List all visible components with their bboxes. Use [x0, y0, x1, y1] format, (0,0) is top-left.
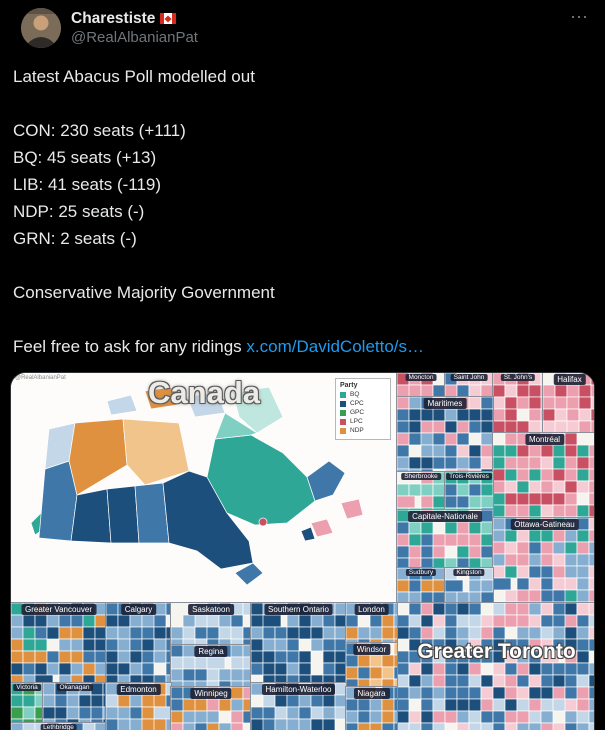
external-link[interactable]: x.com/DavidColetto/s… — [246, 337, 425, 356]
seat-projections: CON: 230 seats (+111) BQ: 45 seats (+13)… — [13, 117, 592, 252]
map-panel-halifax: Halifax — [542, 373, 594, 434]
legend-label: GPC — [350, 409, 365, 416]
map-panel-sherbrooke: Sherbrooke — [396, 471, 446, 511]
map-panel-label: Niagara — [353, 688, 390, 699]
legend-row-bq: BQ — [340, 391, 386, 398]
map-panel-hamilton-waterloo: Hamilton-Waterloo — [250, 682, 347, 730]
author-names: Charestiste @RealAlbanianPat — [71, 8, 198, 48]
map-panel-label: Saint John — [450, 374, 488, 381]
map-panel-label: Windsor — [352, 644, 391, 655]
map-panel-label: Victoria — [13, 684, 41, 691]
tweet-header: Charestiste @RealAlbanianPat ⋯ — [0, 0, 605, 48]
map-panel-label: Regina — [194, 646, 228, 657]
map-panel-saskatoon: Saskatoon — [170, 602, 252, 646]
map-panel-southern-ontario: Southern Ontario — [250, 602, 347, 684]
map-panel-lethbridge: Lethbridge — [11, 722, 107, 730]
map-panel-label: Okanagan — [56, 684, 93, 691]
map-panel-kingston: Kingston — [444, 567, 494, 604]
map-panel-label: Sudbury — [405, 569, 437, 576]
map-panel-montreal: Montréal — [492, 432, 594, 519]
legend-label: BQ — [350, 391, 360, 398]
map-panel-trois-rivieres: Trois-Rivières — [444, 471, 494, 511]
outro-text: Feel free to ask for any ridings — [13, 337, 242, 356]
legend-row-lpc: LPC — [340, 418, 386, 425]
attached-map-image[interactable]: @RealAlbanianPat Canada Party BQ CPC GPC — [10, 372, 595, 730]
map-panel-moncton: Moncton — [396, 373, 446, 398]
map-legend: Party BQ CPC GPC LPC — [335, 378, 391, 440]
post-outro: Feel free to ask for any ridings x.com/D… — [13, 333, 592, 360]
map-panel-st-johns: St. John's — [492, 373, 544, 434]
seat-line-grn: GRN: 2 seats (-) — [13, 229, 137, 248]
bq-swatch — [340, 391, 346, 398]
map-panel-london: London — [345, 602, 398, 644]
map-panel-label: Lethbridge — [40, 724, 77, 730]
map-panel-regina: Regina — [170, 644, 252, 688]
user-handle[interactable]: @RealAlbanianPat — [71, 29, 198, 46]
seat-line-ndp: NDP: 25 seats (-) — [13, 202, 145, 221]
map-panel-label: Kingston — [453, 569, 485, 576]
map-panel-canada: @RealAlbanianPat Canada Party BQ CPC GPC — [11, 373, 398, 604]
post-summary: Conservative Majority Government — [13, 283, 275, 302]
seat-line-bq: BQ: 45 seats (+13) — [13, 148, 157, 167]
map-panel-label: Southern Ontario — [264, 604, 333, 615]
map-panel-label: Hamilton-Waterloo — [261, 684, 336, 695]
post-intro: Latest Abacus Poll modelled out — [13, 67, 255, 86]
map-panel-label: Calgary — [120, 604, 157, 615]
more-options-button[interactable]: ⋯ — [570, 7, 589, 27]
avatar-image — [21, 8, 61, 48]
map-panel-greater-vancouver: Greater Vancouver — [11, 602, 107, 684]
map-title-canada: Canada — [148, 375, 260, 410]
map-panel-label: Trois-Rivières — [446, 473, 492, 480]
map-panel-label: Halifax — [553, 374, 586, 385]
map-panel-okanagan: Okanagan — [42, 682, 107, 724]
legend-label: LPC — [350, 418, 363, 425]
legend-title: Party — [340, 382, 358, 389]
map-panel-ottawa-gatineau: Ottawa-Gatineau — [492, 517, 594, 604]
map-panel-windsor: Windsor — [345, 642, 398, 688]
display-name[interactable]: Charestiste — [71, 10, 156, 27]
legend-row-gpc: GPC — [340, 409, 386, 416]
canada-flag-icon — [160, 13, 177, 24]
avatar[interactable] — [21, 8, 61, 48]
ndp-swatch — [340, 427, 346, 434]
map-panel-calgary: Calgary — [105, 602, 172, 684]
map-panel-edmonton: Edmonton — [105, 682, 172, 730]
map-panel-label: Edmonton — [116, 684, 161, 695]
map-credit: @RealAlbanianPat — [15, 375, 66, 381]
legend-label: CPC — [350, 400, 364, 407]
map-panel-niagara: Niagara — [345, 686, 398, 730]
map-panel-maritimes: Maritimes — [396, 396, 494, 473]
legend-row-ndp: NDP — [340, 427, 386, 434]
map-panel-greater-toronto: Greater Toronto — [396, 602, 594, 730]
map-panel-saint-john: Saint John — [444, 373, 494, 398]
map-panel-label: Maritimes — [423, 398, 467, 409]
map-panel-label: Montréal — [524, 434, 565, 445]
legend-row-cpc: CPC — [340, 400, 386, 407]
map-panel-capitale-nationale: Capitale-Nationale — [396, 509, 494, 569]
map-panel-label: Sherbrooke — [401, 473, 441, 480]
seat-line-con: CON: 230 seats (+111) — [13, 121, 186, 140]
map-panel-label: Ottawa-Gatineau — [510, 519, 579, 530]
lpc-swatch — [340, 418, 346, 425]
map-panel-label: Greater Vancouver — [21, 604, 96, 615]
map-panel-label: Moncton — [405, 374, 437, 381]
map-panel-label: Saskatoon — [188, 604, 234, 615]
cpc-swatch — [340, 400, 346, 407]
map-panel-sudbury: Sudbury — [396, 567, 446, 604]
map-panel-label: Capitale-Nationale — [408, 511, 482, 522]
legend-label: NDP — [350, 427, 364, 434]
map-panel-victoria: Victoria — [11, 682, 44, 724]
canada-map-graphic — [11, 373, 397, 603]
map-panel-label: London — [354, 604, 389, 615]
map-title-greater-toronto: Greater Toronto — [417, 640, 576, 664]
map-panel-label: Winnipeg — [190, 688, 232, 699]
map-panel-winnipeg: Winnipeg — [170, 686, 252, 730]
map-panel-label: St. John's — [500, 374, 536, 381]
tweet-body: Latest Abacus Poll modelled out CON: 230… — [0, 63, 605, 360]
gpc-swatch — [340, 409, 346, 416]
seat-line-lib: LIB: 41 seats (-119) — [13, 175, 162, 194]
